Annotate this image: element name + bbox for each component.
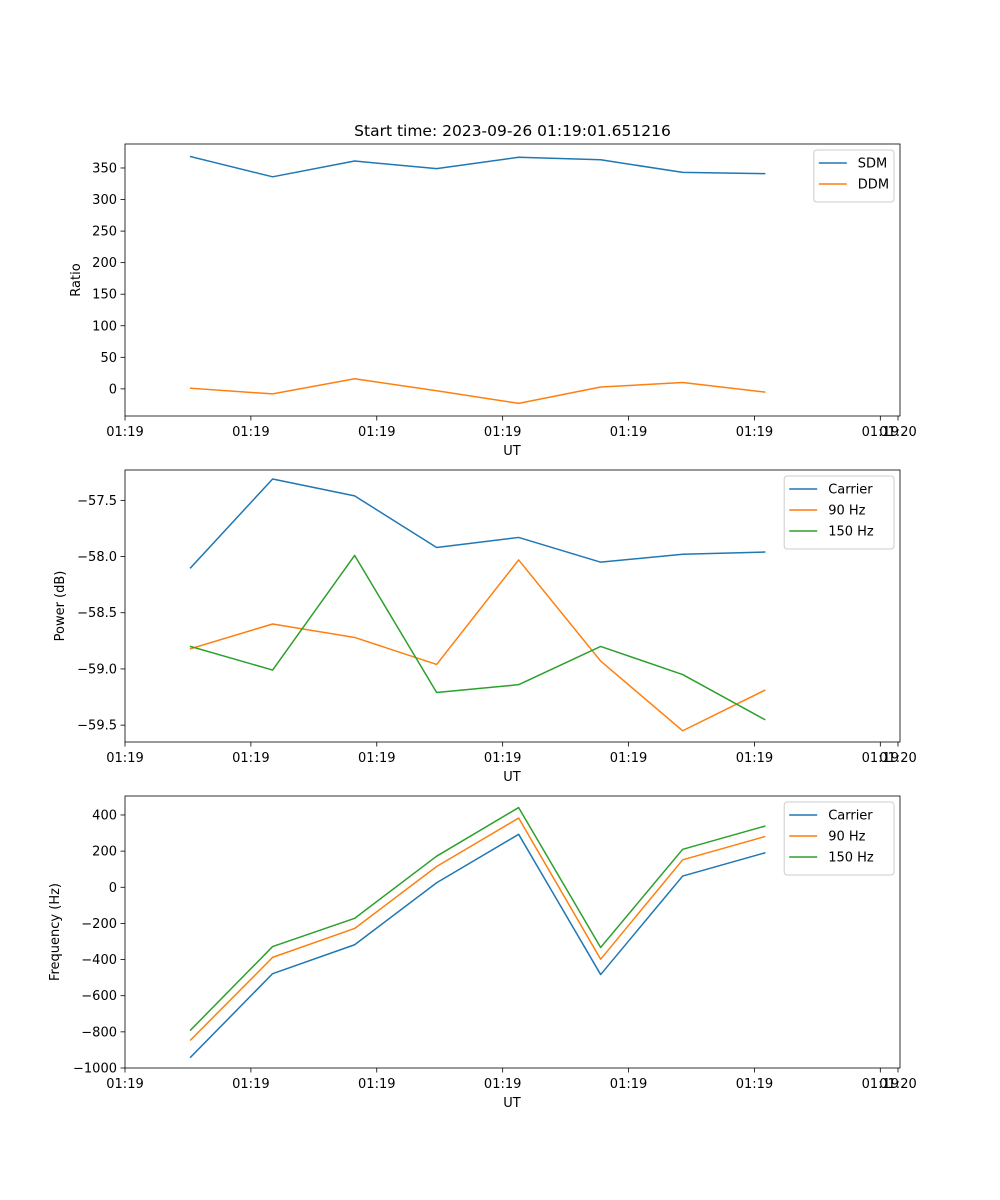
power-y-tick-label: −59.5 bbox=[77, 719, 117, 734]
power-x-tick-label: 01:19 bbox=[736, 751, 773, 766]
power-x-tick-label: 01:19 bbox=[610, 751, 647, 766]
frequency-legend: Carrier 90 Hz 150 Hz bbox=[783, 801, 895, 876]
frequency-y-tick-label: −600 bbox=[81, 989, 117, 1004]
frequency-y-tick-label: −400 bbox=[81, 953, 117, 968]
ratio-y-tick-label: 350 bbox=[92, 161, 117, 176]
ratio-y-tick-label: 250 bbox=[92, 225, 117, 240]
frequency-legend-entry: 150 Hz bbox=[828, 851, 874, 866]
chart-title: Start time: 2023-09-26 01:19:01.651216 bbox=[354, 122, 671, 140]
frequency-y-tick-label: 400 bbox=[92, 808, 117, 823]
frequency-legend-entry: Carrier bbox=[828, 809, 873, 824]
power-x-tick-label: 01:19 bbox=[232, 751, 269, 766]
frequency-x-tick-label: 01:19 bbox=[232, 1077, 269, 1092]
power-x-axis-label: UT bbox=[503, 770, 521, 785]
frequency-y-tick-label: −1000 bbox=[73, 1062, 117, 1077]
frequency-x-tick-label: 01:19 bbox=[484, 1077, 521, 1092]
ratio-series-ddm bbox=[189, 378, 766, 405]
ratio-x-tick-label: 01:19 bbox=[106, 425, 143, 440]
power-axes-frame bbox=[124, 469, 901, 743]
power-series-90-hz bbox=[189, 559, 766, 732]
frequency-y-tick-label: −200 bbox=[81, 917, 117, 932]
frequency-x-axis-label: UT bbox=[503, 1096, 521, 1111]
power-x-tick-label: 01:19 bbox=[484, 751, 521, 766]
power-legend-entry: 90 Hz bbox=[828, 504, 865, 519]
frequency-y-tick-label: −800 bbox=[81, 1025, 117, 1040]
ratio-y-axis-label: Ratio bbox=[69, 263, 84, 296]
frequency-x-tick-label: 01:19 bbox=[610, 1077, 647, 1092]
frequency-series-90-hz bbox=[189, 817, 766, 1042]
ratio-y-tick-label: 300 bbox=[92, 193, 117, 208]
ratio-legend: SDM DDM bbox=[813, 149, 895, 203]
power-y-tick-label: −57.5 bbox=[77, 494, 117, 509]
ratio-series-sdm bbox=[189, 155, 766, 178]
ratio-y-tick-label: 0 bbox=[109, 382, 117, 397]
ratio-y-tick-label: 150 bbox=[92, 288, 117, 303]
power-x-tick-label: 01:19 bbox=[862, 751, 899, 766]
frequency-legend-entry: 90 Hz bbox=[828, 830, 865, 845]
frequency-x-tick-label: 01:19 bbox=[736, 1077, 773, 1092]
power-y-tick-label: −58.5 bbox=[77, 606, 117, 621]
ratio-x-tick-label: 01:19 bbox=[484, 425, 521, 440]
ratio-x-tick-label: 01:19 bbox=[862, 425, 899, 440]
frequency-axes-frame bbox=[124, 795, 901, 1069]
ratio-legend-entry: SDM bbox=[858, 157, 887, 172]
frequency-series-carrier bbox=[189, 833, 766, 1059]
power-legend-entry: Carrier bbox=[828, 483, 873, 498]
panel-ratio: 01:19 01:19 01:19 01:19 01:19 01:19 01:1901:20… bbox=[69, 143, 917, 459]
ratio-x-tick-label: 01:20 bbox=[879, 425, 916, 440]
frequency-y-tick-label: 200 bbox=[92, 845, 117, 860]
power-series-carrier bbox=[189, 478, 766, 569]
panel-frequency: 01:19 01:19 01:19 01:19 01:19 01:19 01:1901:20… bbox=[48, 795, 917, 1111]
panel-power: 01:19 01:19 01:19 01:19 01:19 01:19 01:1901:20… bbox=[53, 469, 917, 785]
ratio-y-tick-label: 50 bbox=[100, 351, 117, 366]
power-x-tick-label: 01:19 bbox=[106, 751, 143, 766]
frequency-y-tick-label: 0 bbox=[109, 881, 117, 896]
ratio-x-tick-label: 01:19 bbox=[610, 425, 647, 440]
ratio-x-axis-label: UT bbox=[503, 444, 521, 459]
power-x-tick-label: 01:19 bbox=[358, 751, 395, 766]
frequency-series-150-hz bbox=[189, 806, 766, 1032]
power-y-tick-label: −59.0 bbox=[77, 662, 117, 677]
frequency-y-axis-label: Frequency (Hz) bbox=[48, 883, 63, 981]
ratio-x-tick-label: 01:19 bbox=[232, 425, 269, 440]
ratio-y-tick-label: 100 bbox=[92, 319, 117, 334]
power-y-tick-label: −58.0 bbox=[77, 550, 117, 565]
power-y-axis-label: Power (dB) bbox=[53, 571, 68, 642]
ratio-axes-frame bbox=[124, 143, 901, 417]
ratio-y-tick-label: 200 bbox=[92, 256, 117, 271]
frequency-x-tick-label: 01:19 bbox=[862, 1077, 899, 1092]
power-series-150-hz bbox=[189, 554, 766, 721]
frequency-x-tick-label: 01:19 bbox=[106, 1077, 143, 1092]
ratio-x-tick-label: 01:19 bbox=[736, 425, 773, 440]
chart-panels: 01:19 01:19 01:19 01:19 01:19 01:19 01:1901:20… bbox=[48, 143, 917, 1111]
power-x-tick-label: 01:20 bbox=[879, 751, 916, 766]
frequency-x-tick-label: 01:19 bbox=[358, 1077, 395, 1092]
frequency-x-tick-label: 01:20 bbox=[879, 1077, 916, 1092]
power-legend-entry: 150 Hz bbox=[828, 525, 874, 540]
ratio-legend-entry: DDM bbox=[858, 178, 889, 193]
ratio-x-tick-label: 01:19 bbox=[358, 425, 395, 440]
power-legend: Carrier 90 Hz 150 Hz bbox=[783, 475, 895, 550]
